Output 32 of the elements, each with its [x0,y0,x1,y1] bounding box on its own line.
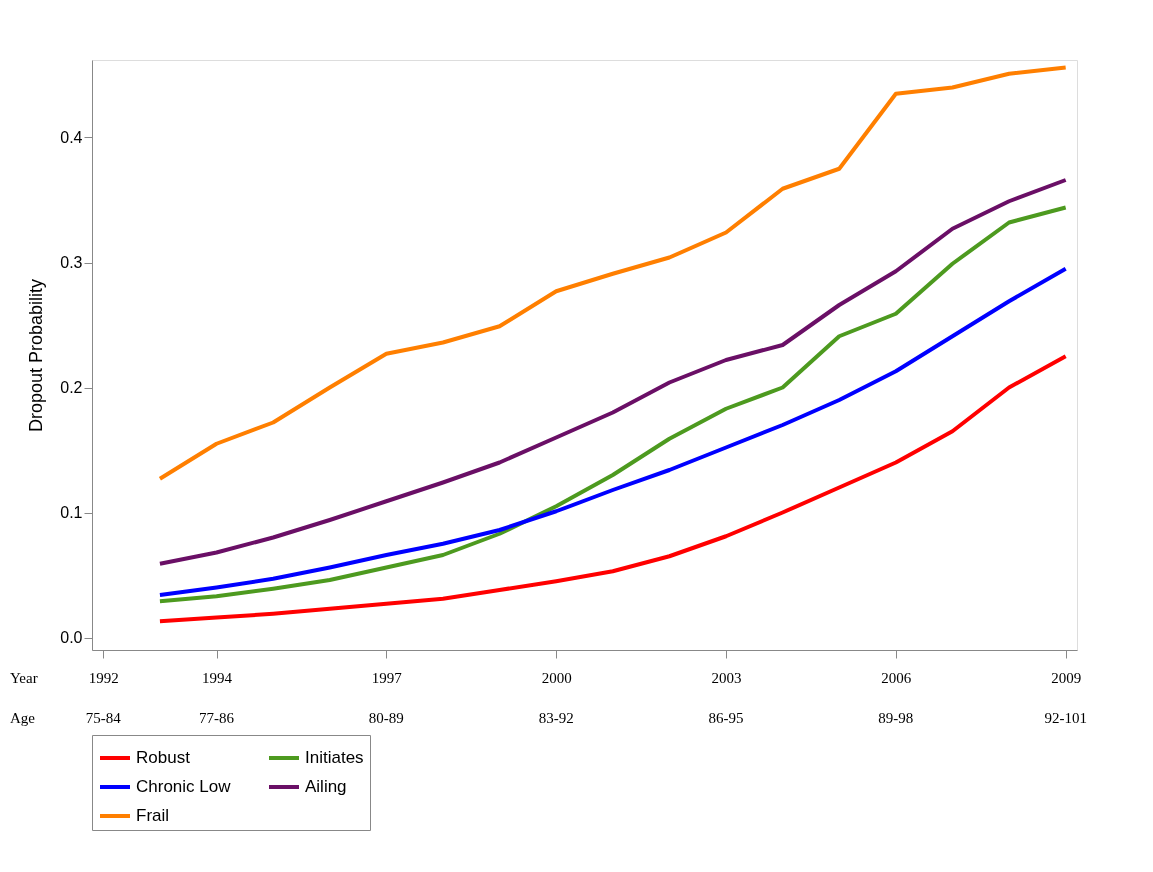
y-tick-label: 0.0 [60,629,83,646]
legend-label: Ailing [305,777,347,796]
text: 89-98 [878,710,914,726]
x-tick-label: 2000 [541,669,572,686]
line-series [157,205,1068,604]
line-series [157,354,1068,624]
x-tick-label: 1994 [202,669,233,686]
y-tick-label: 0.3 [60,254,83,271]
legend-label: Frail [136,806,170,825]
text: 92-101 [1044,710,1087,726]
line-series [157,65,1068,481]
text: 75-84 [85,710,122,726]
text: 80-89 [368,710,404,726]
line-series [157,266,1068,597]
y-tick-label: 0.4 [60,129,83,146]
text: Age [10,710,36,726]
x-tick-label: 2009 [1051,669,1082,686]
legend-label: Robust [136,748,191,767]
text: 77-86 [199,710,235,726]
text: 83-92 [538,710,574,726]
legend-label: Initiates [305,748,364,767]
x-tick-label: 2006 [881,669,912,686]
line-series [157,178,1068,566]
y-tick-label: 0.1 [60,504,83,521]
text: 86-95 [708,710,744,726]
y-tick-label: 0.2 [60,379,83,396]
x-tick-label: 1997 [371,669,403,686]
x-tick-label: 2003 [711,669,742,686]
y-axis-title: Dropout Probability [26,278,47,433]
x-tick-label: 1992 [88,669,119,686]
legend-label: Chronic Low [136,777,232,796]
text: Year [10,670,38,686]
